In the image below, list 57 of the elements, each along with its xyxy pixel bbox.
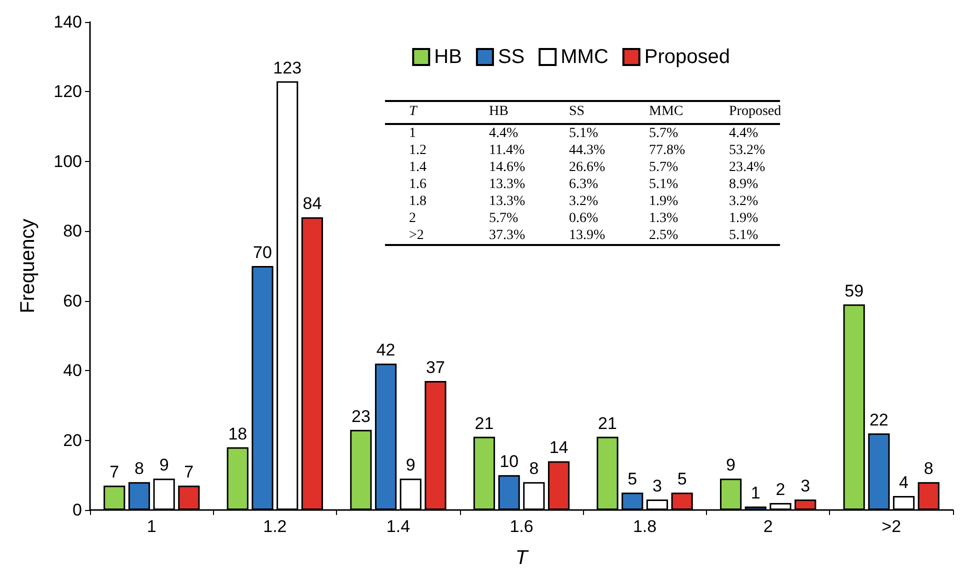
legend-label: MMC [560,46,608,68]
data-label: 3 [800,476,810,496]
data-label: 7 [110,462,120,482]
x-tick-label: 1.4 [386,517,410,536]
annotation: >2 37.3% 13.9% 2.5% 5.1% [408,227,760,244]
data-label: 123 [273,58,302,78]
x-tick-label: 2 [763,517,773,536]
data-label: 5 [677,470,687,489]
annotation: T HB SS MMC Proposed [408,103,782,121]
data-label: 22 [869,410,888,430]
y-tick-label: 140 [54,12,82,32]
x-tick-label: 1 [146,517,156,536]
annotation: 1.2 11.4% 44.3% 77.8% 53.2% [408,142,766,159]
y-tick-label: 60 [63,291,82,310]
annotation: 1.6 13.3% 6.3% 5.1% 8.9% [408,176,760,193]
data-label: 21 [598,414,617,433]
data-label: 59 [844,281,864,300]
data-label: 10 [500,452,519,472]
annotation: 1.8 13.3% 3.2% 1.9% 3.2% [408,193,760,210]
x-tick-label: 1.8 [632,517,657,536]
data-label: 9 [406,456,416,475]
data-label: 84 [302,194,322,214]
y-tick-label: 80 [63,222,82,241]
legend-label: HB [434,46,462,68]
y-tick-label: 20 [63,430,82,450]
data-label: 2 [776,480,786,500]
data-label: 18 [228,424,248,444]
y-axis-title: Frequency [17,218,39,314]
annotation: 1.4 14.6% 26.6% 5.7% 23.4% [408,159,766,176]
data-label: 8 [529,459,539,478]
y-tick-label: 40 [63,361,82,380]
data-label: 5 [628,470,638,489]
data-label: 4 [899,473,909,492]
data-label: 3 [652,476,662,496]
data-label: 1 [750,484,760,503]
y-tick-label: 120 [54,82,82,102]
data-label: 37 [426,358,445,378]
data-label: 7 [184,462,194,482]
legend-label: SS [498,46,525,68]
x-axis-title: T [515,547,530,569]
data-label: 23 [351,406,370,426]
data-label: 8 [924,459,934,478]
legend-label: Proposed [644,46,730,68]
data-label: 8 [134,459,144,478]
data-label: 42 [376,340,396,360]
x-tick-label: 1.6 [510,517,534,536]
annotation: 2 5.7% 0.6% 1.3% 1.9% [408,210,760,227]
x-tick-label: >2 [882,517,902,536]
data-label: 70 [253,243,272,262]
data-label: 14 [549,438,568,458]
y-tick-label: 0 [72,500,82,520]
data-label: 9 [159,456,169,475]
annotation: 1 4.4% 5.1% 5.7% 4.4% [408,125,760,142]
data-label: 21 [474,414,494,433]
y-tick-label: 100 [54,152,82,171]
x-tick-label: 1.2 [263,517,287,536]
data-label: 9 [726,456,736,475]
